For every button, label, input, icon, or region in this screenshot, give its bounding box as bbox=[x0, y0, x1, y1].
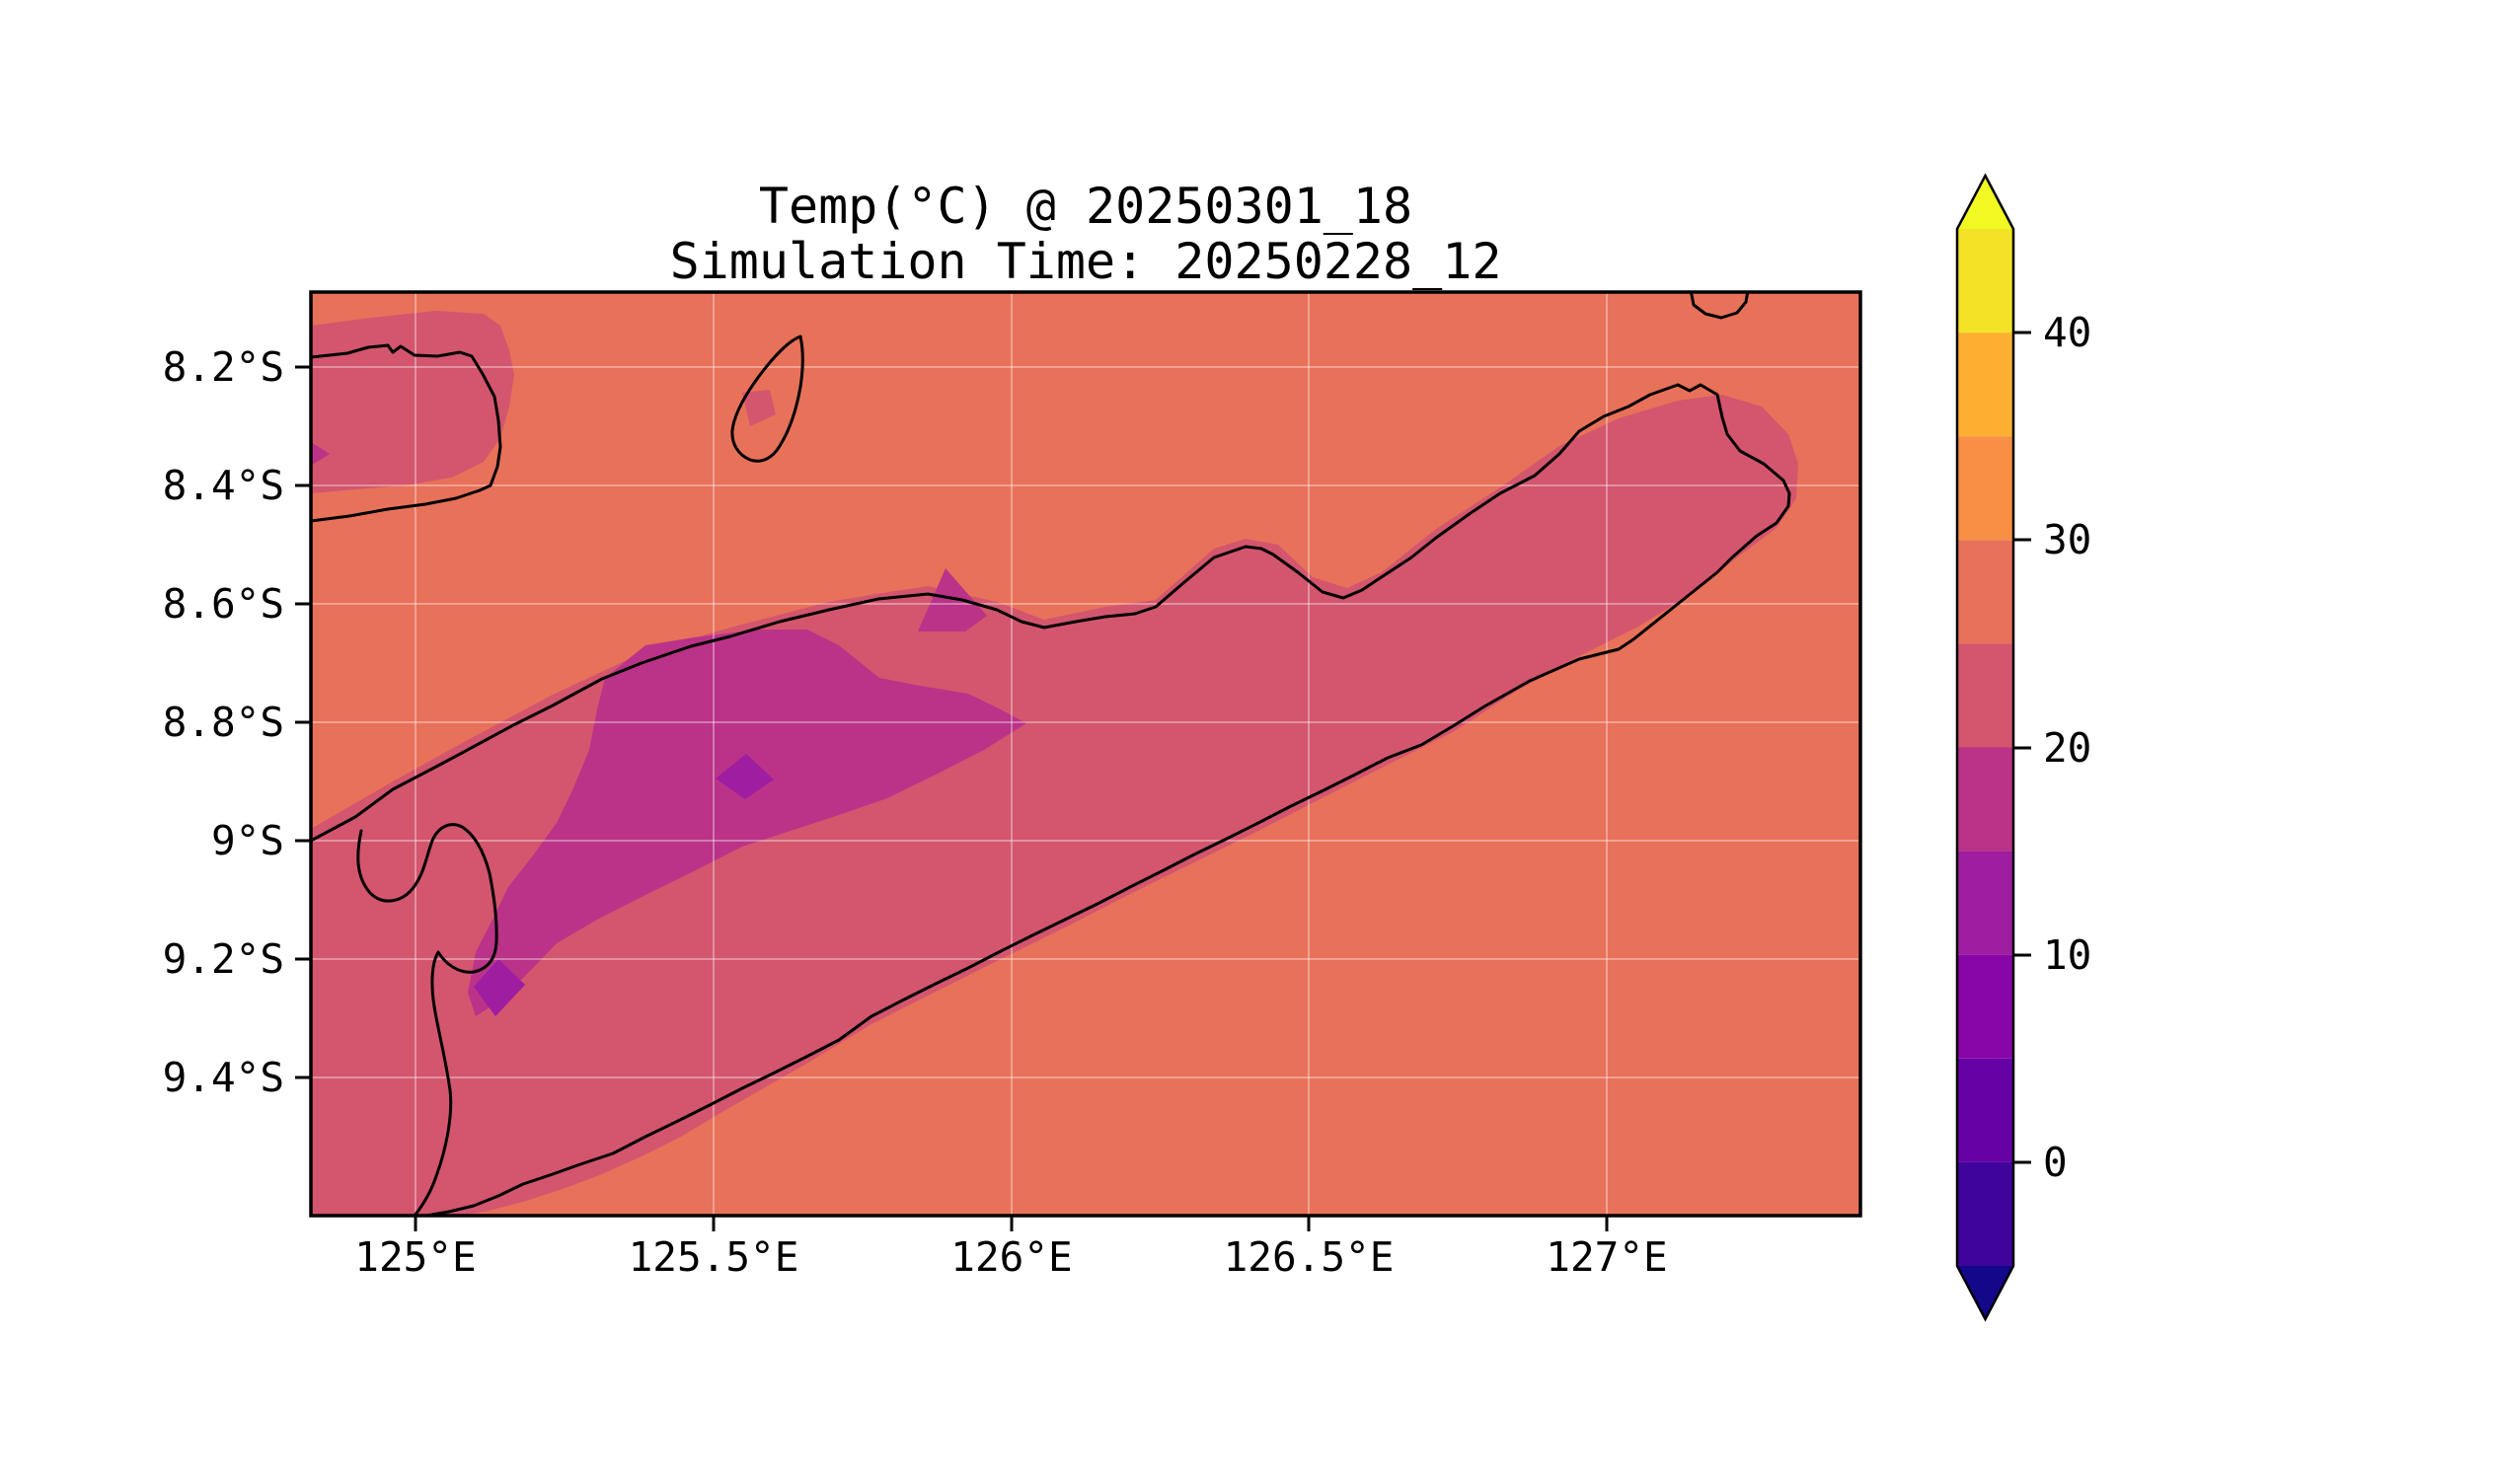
fill-alor-edge-15-20 bbox=[311, 442, 330, 466]
coast-alor bbox=[311, 343, 502, 523]
colorbar-tick-label: 10 bbox=[2043, 931, 2091, 979]
fill-bump-15-20 bbox=[918, 568, 987, 631]
colorbar-ticks: 40 30 20 10 0 bbox=[2013, 309, 2091, 1186]
fill-sw-patch-10-15 bbox=[474, 959, 525, 1016]
colorbar-segment bbox=[1957, 229, 2013, 334]
colorbar-segment bbox=[1957, 1161, 2013, 1266]
x-tick-label: 126°E bbox=[950, 1233, 1072, 1281]
colorbar-segment bbox=[1957, 954, 2013, 1059]
plot-title: Temp(°C) @ 20250301_18 bbox=[759, 178, 1412, 235]
y-tick-label: 8.6°S bbox=[163, 580, 284, 628]
fill-island-20-25 bbox=[311, 395, 1798, 1216]
colorbar-tick-label: 40 bbox=[2043, 309, 2091, 356]
gridlines bbox=[311, 292, 1860, 1216]
colorbar-segment bbox=[1957, 333, 2013, 437]
colorbar-segment bbox=[1957, 1058, 2013, 1162]
colorbar-segment bbox=[1957, 436, 2013, 541]
y-tick-label: 9.2°S bbox=[163, 935, 284, 983]
colorbar-segment bbox=[1957, 643, 2013, 748]
fill-highlands-15-20 bbox=[468, 630, 1026, 1016]
y-tick-label: 9.4°S bbox=[163, 1054, 284, 1101]
x-axis: 125°E 125.5°E 126°E 126.5°E 127°E bbox=[354, 1216, 1668, 1281]
coast-timor-main bbox=[311, 383, 1791, 1216]
plot-subtitle: Simulation Time: 20250228_12 bbox=[670, 233, 1502, 290]
colorbar-arrow-under bbox=[1957, 1266, 2013, 1319]
y-tick-label: 8.4°S bbox=[163, 462, 284, 509]
x-tick-label: 125°E bbox=[354, 1233, 476, 1281]
colorbar-outline bbox=[1955, 173, 2015, 1322]
colorbar-tick-label: 20 bbox=[2043, 724, 2091, 772]
map-plot-area bbox=[309, 290, 1862, 1218]
coastline-contours bbox=[311, 292, 1791, 1216]
colorbar-arrow-over bbox=[1957, 176, 2013, 229]
colorbar: 40 30 20 10 0 bbox=[1955, 173, 2091, 1322]
fill-atauro-20-25 bbox=[742, 390, 776, 426]
colorbar-segment bbox=[1957, 540, 2013, 644]
y-axis: 8.2°S 8.4°S 8.6°S 8.8°S 9°S 9.2°S 9.4°S bbox=[163, 343, 311, 1101]
y-tick-label: 8.2°S bbox=[163, 343, 284, 391]
y-tick-label: 8.8°S bbox=[163, 699, 284, 746]
x-tick-label: 125.5°E bbox=[629, 1233, 799, 1281]
colorbar-segment bbox=[1957, 747, 2013, 852]
y-tick-label: 9°S bbox=[211, 817, 284, 864]
coast-islet-north bbox=[1689, 292, 1750, 320]
x-tick-label: 127°E bbox=[1546, 1233, 1667, 1281]
plot-border bbox=[309, 290, 1862, 1218]
coast-atauro bbox=[730, 334, 804, 463]
x-tick-label: 126.5°E bbox=[1224, 1233, 1395, 1281]
colorbar-tick-label: 30 bbox=[2043, 516, 2091, 563]
fill-core-10-15 bbox=[716, 754, 774, 799]
colorbar-segment bbox=[1957, 851, 2013, 955]
fill-alor-20-25 bbox=[311, 311, 514, 493]
coast-west-wiggle bbox=[356, 823, 498, 1216]
colorbar-tick-label: 0 bbox=[2043, 1139, 2068, 1186]
